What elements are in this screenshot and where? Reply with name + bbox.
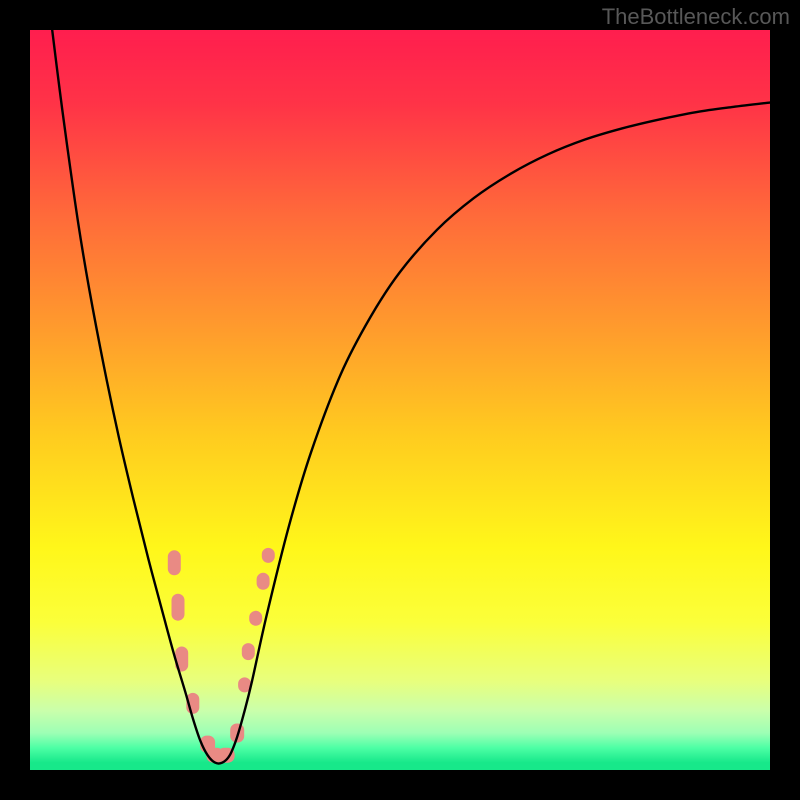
data-marker bbox=[262, 548, 274, 562]
chart-svg bbox=[30, 30, 770, 770]
bottleneck-curve bbox=[52, 30, 770, 764]
plot-area bbox=[30, 30, 770, 770]
data-marker bbox=[172, 594, 184, 620]
data-marker bbox=[242, 644, 254, 660]
data-marker bbox=[168, 551, 180, 575]
data-marker bbox=[257, 573, 269, 589]
watermark-text: TheBottleneck.com bbox=[602, 4, 790, 30]
chart-root: TheBottleneck.com bbox=[0, 0, 800, 800]
data-marker bbox=[250, 611, 262, 625]
